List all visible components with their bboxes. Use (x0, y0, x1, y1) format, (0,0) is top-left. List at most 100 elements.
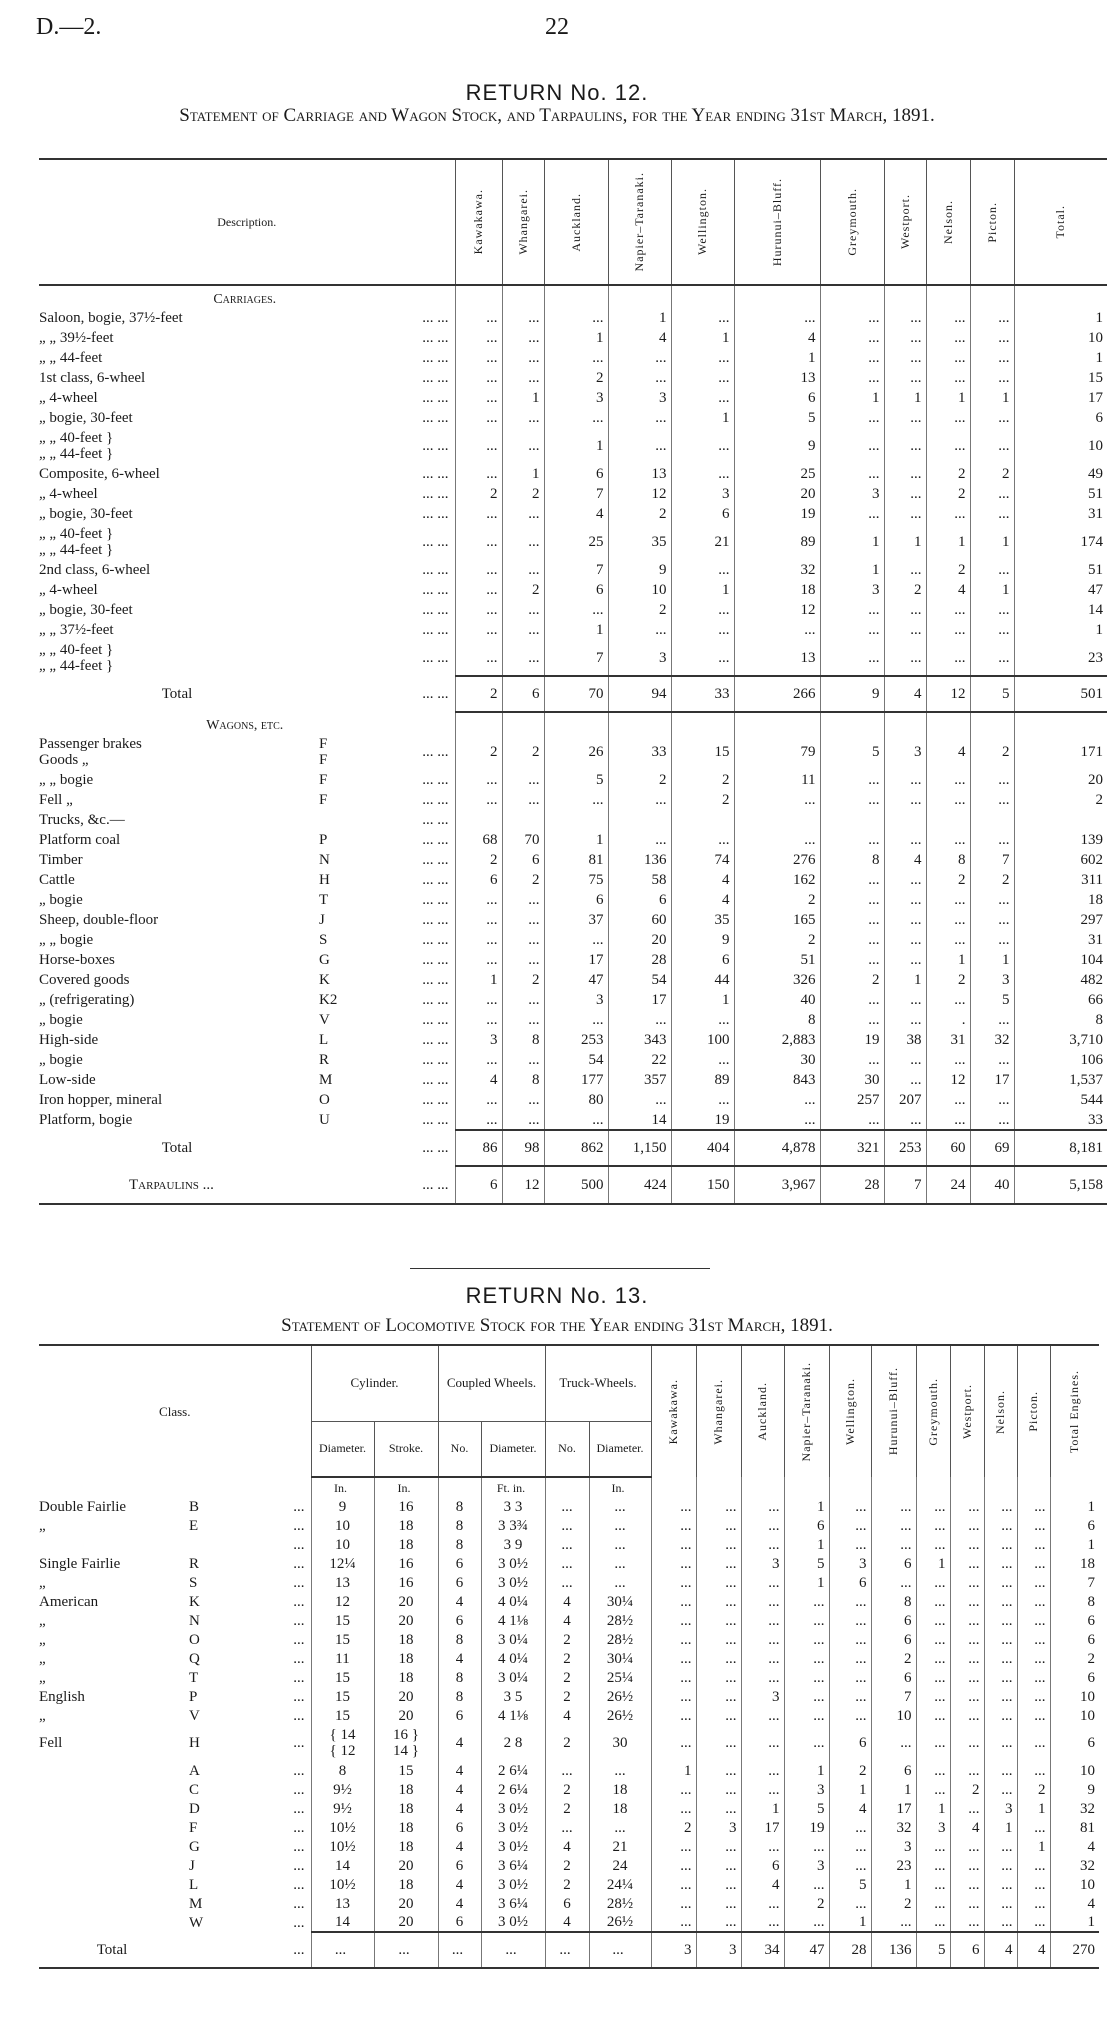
row-code (319, 464, 369, 484)
cell-value: ... (969, 890, 1015, 910)
station-total: 136 (870, 1931, 916, 1969)
row-leader-dots: ... (293, 1669, 305, 1686)
row-code (319, 428, 369, 464)
cell-value: ... (501, 950, 545, 970)
table-row: Platform, bogie U... ............ 14 19....… (39, 1110, 1108, 1130)
cell-value: ... (883, 1050, 927, 1070)
empty-cell (883, 285, 927, 308)
spec-value: 10½ (310, 1875, 374, 1894)
cell-value: 98 (501, 1129, 545, 1167)
cell-value: ... (543, 348, 609, 368)
cell-value: ... (925, 600, 971, 620)
station-count: 4 (1049, 1837, 1099, 1856)
class-code: J (189, 1857, 195, 1874)
row-code: F (319, 772, 328, 788)
cell-value: ... (733, 1110, 821, 1130)
row-code (319, 504, 369, 524)
spec-value: 8 (437, 1497, 481, 1516)
cell-value: 80 (543, 1090, 609, 1110)
cell-value: 51 (733, 950, 821, 970)
cell-value: 23 (1013, 640, 1108, 676)
station-count: ... (650, 1592, 696, 1611)
row-leader-dots: ... ... (422, 1140, 449, 1156)
row-leader-dots: ... ... (422, 912, 449, 928)
spec-value: 30 (588, 1725, 651, 1761)
cell-value: 6 (670, 504, 735, 524)
station-count: ... (828, 1516, 871, 1535)
station-count: ... (828, 1837, 871, 1856)
column-header: Whangarei. (501, 158, 545, 286)
cell-value: 1 (670, 990, 735, 1010)
row-leader-dots: ... (293, 1688, 305, 1705)
row-label: „ (refrigerating) (39, 992, 135, 1008)
station-count: ... (650, 1573, 696, 1592)
station-count: 1 (783, 1573, 829, 1592)
table-row: 1st class, 6-wheel... ......... 2...... 13… (39, 368, 1108, 388)
cell-value: 5 (733, 408, 821, 428)
station-count: ... (1016, 1630, 1050, 1649)
cell-value: ... (670, 640, 735, 676)
cell-value: ... (925, 504, 971, 524)
cell-value: 6 (607, 890, 672, 910)
table-row: Double Fairlie B... 9 16 8 3 3...............… (39, 1497, 1099, 1516)
row-code (319, 408, 369, 428)
cell-value: 3,710 (1013, 1030, 1108, 1050)
row-leader-dots: ... ... (422, 812, 449, 828)
spec-value: 2 8 (480, 1725, 545, 1761)
cell-value: ... (454, 464, 503, 484)
cell-value: 1 (925, 388, 971, 408)
cell-value: ... (454, 524, 503, 560)
cell-value: ... (883, 990, 927, 1010)
cell-value: 20 (733, 484, 821, 504)
row-leader-dots: ... ... (422, 932, 449, 948)
cell-value: ... (883, 1070, 927, 1090)
station-count: 6 (783, 1516, 829, 1535)
station-count: 1 (870, 1780, 916, 1799)
cell-value: 3 (543, 990, 609, 1010)
cell-value: 18 (733, 580, 821, 600)
table-row: Single Fairlie R... 12¼ 16 6 3 0½............… (39, 1554, 1099, 1573)
table-row: „ 4-wheel... ... 2 2 7 12 3 20 3... 2... 51 (39, 484, 1108, 504)
cell-value: ... (969, 600, 1015, 620)
cell-value: 3 (670, 484, 735, 504)
cell-value: ... (819, 830, 885, 850)
table-row: American K... 12 20 4 4 0¼ 4 30¼...............… (39, 1592, 1099, 1611)
cell-value: 28 (607, 950, 672, 970)
cell-value: ... (819, 620, 885, 640)
cell-value: 321 (819, 1129, 885, 1167)
station-count: ... (650, 1856, 696, 1875)
cell-value: ... (733, 790, 821, 810)
cell-value: 1 (883, 970, 927, 990)
spec-value: 20 (373, 1706, 438, 1725)
empty-cell (783, 1477, 829, 1497)
cell-value: 20 (1013, 770, 1108, 790)
cell-value: ... (925, 428, 971, 464)
station-count: ... (915, 1913, 950, 1932)
row-leader-dots: ... ... (422, 1092, 449, 1108)
station-header-label: Nelson. (993, 1389, 1007, 1434)
cell-value: ... (819, 464, 885, 484)
cell-value: 2 (883, 580, 927, 600)
table-row: „ „ 40-feet } „ „ 44-feet } ... .........… (39, 524, 1108, 560)
station-header: Total Engines. (1049, 1344, 1099, 1477)
cell-value: 86 (454, 1129, 503, 1167)
cell-value: ... (883, 640, 927, 676)
row-leader-dots: ... (293, 1612, 305, 1629)
cell-value: ... (501, 910, 545, 930)
cell-value: 69 (969, 1129, 1015, 1167)
row-label: „ 4-wheel (39, 582, 98, 598)
spec-value: 4 (437, 1799, 481, 1818)
station-header-label: Wellington. (842, 1377, 857, 1446)
cell-value: 7 (543, 560, 609, 580)
cell-value: 74 (670, 850, 735, 870)
spec-value: ... (544, 1761, 589, 1780)
column-header: Wellington. (670, 158, 735, 286)
cell-value: 13 (607, 464, 672, 484)
station-count: 18 (1049, 1554, 1099, 1573)
cell-value: ... (883, 770, 927, 790)
spec-value: 18 (373, 1818, 438, 1837)
station-count: 5 (783, 1799, 829, 1818)
cell-value: 1 (819, 388, 885, 408)
table-row: „ O... 15 18 8 3 0¼ 2 28½............... 6......… (39, 1630, 1099, 1649)
table-row: „ V... 15 20 6 4 1⅛ 4 26½............... 10.....… (39, 1706, 1099, 1725)
